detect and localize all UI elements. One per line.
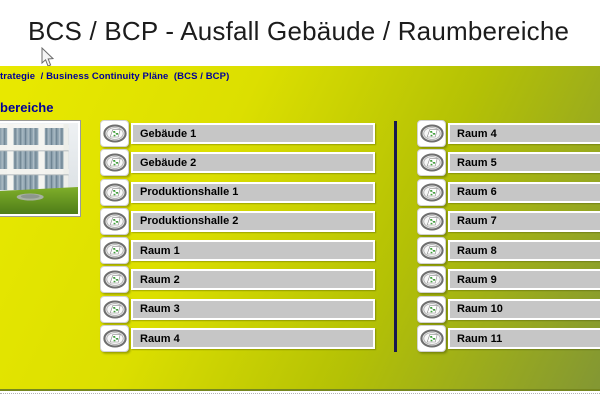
area-button-label: Raum 8 xyxy=(457,244,497,257)
building-photo xyxy=(0,120,81,217)
section-label: bereiche xyxy=(0,100,54,115)
area-button-label: Produktionshalle 1 xyxy=(140,186,239,199)
area-button[interactable]: Raum 8 xyxy=(448,240,600,262)
area-button-label: Raum 3 xyxy=(140,303,180,316)
open-model-button[interactable] xyxy=(100,266,129,294)
area-button[interactable]: Raum 4 xyxy=(448,123,600,144)
area-button[interactable]: Raum 10 xyxy=(448,298,600,320)
area-button-label: Raum 7 xyxy=(457,215,497,228)
area-button[interactable]: Raum 2 xyxy=(131,269,375,291)
area-button[interactable]: Raum 3 xyxy=(131,298,375,320)
area-button-label: Raum 1 xyxy=(140,244,180,257)
open-model-button[interactable] xyxy=(417,149,446,177)
open-model-button[interactable] xyxy=(417,120,446,147)
area-button-label: Raum 4 xyxy=(457,127,497,140)
area-button[interactable]: Raum 1 xyxy=(131,240,375,262)
open-model-button[interactable] xyxy=(100,207,129,235)
area-button-label: Produktionshalle 2 xyxy=(140,215,239,228)
process-model-icon xyxy=(419,212,444,231)
area-button[interactable]: Gebäude 2 xyxy=(131,152,375,174)
area-button[interactable]: Raum 9 xyxy=(448,269,600,291)
building-photo-image xyxy=(0,123,78,214)
process-model-icon xyxy=(102,300,127,319)
open-model-button[interactable] xyxy=(100,149,129,177)
process-model-icon xyxy=(102,241,127,260)
process-model-icon xyxy=(102,270,127,290)
process-model-icon xyxy=(419,329,444,348)
open-model-button[interactable] xyxy=(100,325,129,353)
area-button-label: Raum 4 xyxy=(140,332,180,345)
process-model-icon xyxy=(419,300,444,319)
area-button[interactable]: Produktionshalle 1 xyxy=(131,181,375,203)
process-model-icon xyxy=(102,183,127,202)
content-panel: trategie / Business Continuity Pläne (BC… xyxy=(0,66,600,391)
process-model-icon xyxy=(102,329,127,348)
area-button[interactable]: Raum 6 xyxy=(448,181,600,203)
area-button[interactable]: Raum 5 xyxy=(448,152,600,174)
area-button-label: Raum 6 xyxy=(457,186,497,199)
area-button-label: Raum 9 xyxy=(457,273,497,286)
process-model-icon xyxy=(102,212,127,231)
process-model-icon xyxy=(419,124,444,143)
open-model-button[interactable] xyxy=(417,295,446,323)
column-separator xyxy=(394,121,397,352)
area-button[interactable]: Raum 4 xyxy=(131,328,375,350)
area-button-label: Gebäude 2 xyxy=(140,156,197,169)
process-model-icon xyxy=(102,124,127,143)
area-button-label: Raum 10 xyxy=(457,303,503,316)
area-button-label: Raum 5 xyxy=(457,156,497,169)
area-button-label: Gebäude 1 xyxy=(140,127,197,140)
process-model-icon xyxy=(419,270,444,290)
open-model-button[interactable] xyxy=(100,178,129,206)
area-button-label: Raum 11 xyxy=(457,332,503,345)
open-model-button[interactable] xyxy=(417,325,446,353)
bottom-divider xyxy=(0,393,600,394)
process-model-icon xyxy=(419,153,444,172)
open-model-button[interactable] xyxy=(417,237,446,265)
mouse-cursor-icon xyxy=(41,47,54,67)
area-button[interactable]: Raum 7 xyxy=(448,210,600,232)
area-button[interactable]: Gebäude 1 xyxy=(131,123,375,144)
area-button-label: Raum 2 xyxy=(140,273,180,286)
process-model-icon xyxy=(419,183,444,202)
process-model-icon xyxy=(102,153,127,172)
open-model-button[interactable] xyxy=(100,295,129,323)
page-title: BCS / BCP - Ausfall Gebäude / Raumbereic… xyxy=(28,16,570,46)
area-button[interactable]: Produktionshalle 2 xyxy=(131,210,375,232)
open-model-button[interactable] xyxy=(100,237,129,265)
open-model-button[interactable] xyxy=(100,120,129,147)
open-model-button[interactable] xyxy=(417,207,446,235)
open-model-button[interactable] xyxy=(417,178,446,206)
process-model-icon xyxy=(419,241,444,260)
breadcrumb: trategie / Business Continuity Pläne (BC… xyxy=(0,71,230,82)
open-model-button[interactable] xyxy=(417,266,446,294)
area-button[interactable]: Raum 11 xyxy=(448,328,600,350)
